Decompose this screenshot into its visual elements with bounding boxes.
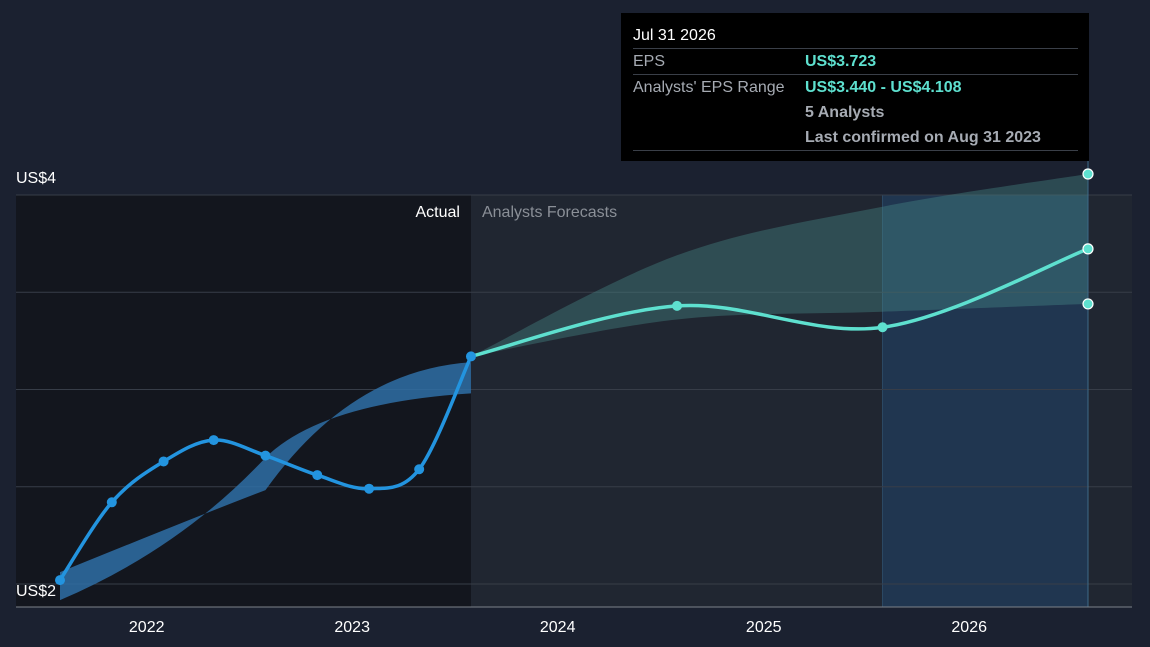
actual-data-point[interactable] (465, 351, 476, 362)
actual-data-point[interactable] (158, 456, 169, 467)
forecast-range-low-point[interactable] (1082, 298, 1094, 310)
tooltip: Jul 31 2026 EPS US$3.723 Analysts' EPS R… (621, 13, 1089, 161)
actual-data-point[interactable] (364, 483, 375, 494)
y-label-bottom: US$2 (16, 583, 56, 600)
forecast-data-point[interactable] (877, 322, 888, 333)
tooltip-eps-value: US$3.723 (805, 53, 877, 70)
actual-region-label: Actual (416, 204, 460, 221)
actual-region-shade (16, 195, 471, 607)
x-tick-label-2022: 2022 (129, 619, 165, 636)
x-tick-label-2023: 2023 (334, 619, 370, 636)
actual-data-point[interactable] (208, 435, 219, 446)
forecast-range-band (471, 174, 1088, 357)
tooltip-range-value: US$3.440 - US$4.108 (805, 79, 962, 96)
tooltip-confirmed-row: Last confirmed on Aug 31 2023 (633, 125, 1078, 151)
x-tick-label-2026: 2026 (951, 619, 987, 636)
tooltip-eps-row: EPS US$3.723 (633, 49, 1078, 75)
forecast-range-high-point[interactable] (1082, 168, 1094, 180)
tooltip-date: Jul 31 2026 (633, 25, 1078, 49)
x-tick-label-2025: 2025 (746, 619, 782, 636)
tooltip-range-label: Analysts' EPS Range (633, 79, 785, 96)
actual-estimate-band (60, 362, 471, 601)
tooltip-analysts-row: 5 Analysts (633, 100, 1078, 125)
y-label-top: US$4 (16, 170, 56, 187)
actual-data-point[interactable] (106, 497, 117, 508)
actual-data-point[interactable] (312, 470, 323, 481)
actual-data-point[interactable] (260, 450, 271, 461)
gridlines (16, 194, 1132, 585)
tooltip-range-row: Analysts' EPS Range US$3.440 - US$4.108 (633, 75, 1078, 100)
forecast-eps-line (469, 247, 1090, 359)
actual-data-point[interactable] (414, 464, 425, 475)
tooltip-confirmed: Last confirmed on Aug 31 2023 (805, 129, 1041, 146)
tooltip-eps-label: EPS (633, 53, 666, 70)
x-tick-labels: 2022 2023 2024 2025 2026 (129, 619, 987, 636)
data-points (55, 168, 1094, 586)
forecast-region-label: Analysts Forecasts (482, 204, 617, 221)
tooltip-analysts: 5 Analysts (805, 104, 885, 121)
forecast-data-point[interactable] (672, 300, 683, 311)
forecast-selected-point[interactable] (1082, 243, 1094, 255)
actual-data-point[interactable] (55, 575, 65, 586)
x-tick-label-2024: 2024 (540, 619, 576, 636)
